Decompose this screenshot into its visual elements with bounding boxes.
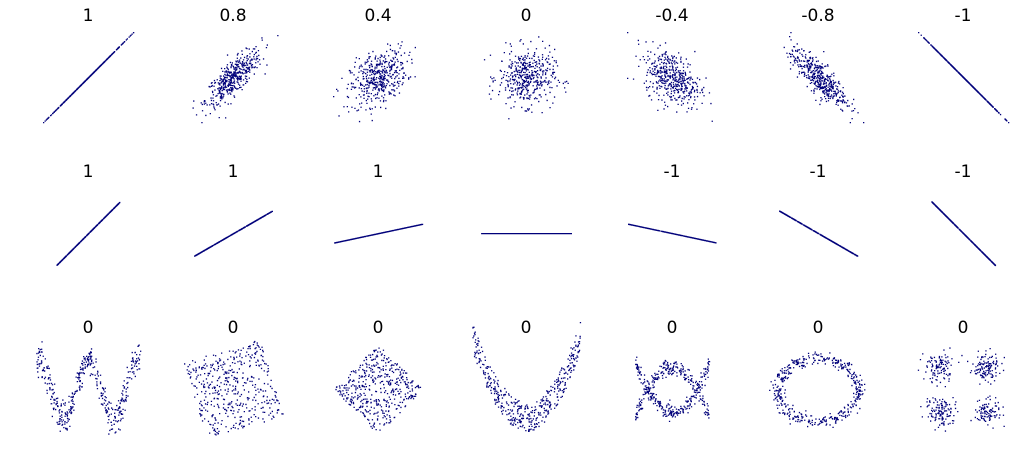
point-cloud bbox=[335, 347, 422, 431]
panel-label: 0.8 bbox=[219, 6, 246, 26]
panel-label: 0 bbox=[667, 318, 678, 338]
panel-label: 0 bbox=[373, 318, 384, 338]
point-cloud bbox=[918, 32, 1010, 124]
point-cloud bbox=[769, 351, 866, 428]
panel-label: 0 bbox=[813, 318, 824, 338]
point-cloud bbox=[333, 41, 416, 123]
panel-label: -1 bbox=[955, 162, 972, 182]
point-cloud bbox=[635, 356, 711, 422]
point-cloud bbox=[627, 32, 713, 122]
panel-label: 0 bbox=[228, 318, 239, 338]
panel-label: 0 bbox=[521, 6, 532, 26]
point-cloud bbox=[184, 340, 284, 436]
panel-label: -1 bbox=[810, 162, 827, 182]
point-cloud bbox=[783, 32, 865, 124]
point-cloud bbox=[472, 322, 582, 432]
point-cloud bbox=[917, 347, 1005, 432]
panel-label: -1 bbox=[955, 6, 972, 26]
point-cloud bbox=[628, 223, 717, 244]
point-cloud bbox=[194, 210, 273, 257]
panel-label: 0 bbox=[958, 318, 969, 338]
point-cloud bbox=[56, 201, 121, 266]
panel-label: 1 bbox=[83, 6, 94, 26]
panel-label: 0 bbox=[521, 318, 532, 338]
point-cloud bbox=[481, 233, 572, 235]
point-cloud bbox=[334, 223, 424, 244]
panel-label: -1 bbox=[664, 162, 681, 182]
panel-label: 0 bbox=[83, 318, 94, 338]
panel-label: 1 bbox=[373, 162, 384, 182]
point-cloud bbox=[483, 36, 569, 120]
panel-label: 1 bbox=[83, 162, 94, 182]
panel-label: -0.8 bbox=[801, 6, 834, 26]
point-cloud bbox=[931, 201, 997, 267]
point-cloud bbox=[36, 341, 142, 435]
point-cloud bbox=[43, 32, 135, 124]
point-cloud bbox=[192, 35, 279, 124]
panel-label: 0.4 bbox=[364, 6, 391, 26]
panel-label: 1 bbox=[228, 162, 239, 182]
point-cloud bbox=[779, 210, 859, 257]
panel-label: -0.4 bbox=[655, 6, 688, 26]
